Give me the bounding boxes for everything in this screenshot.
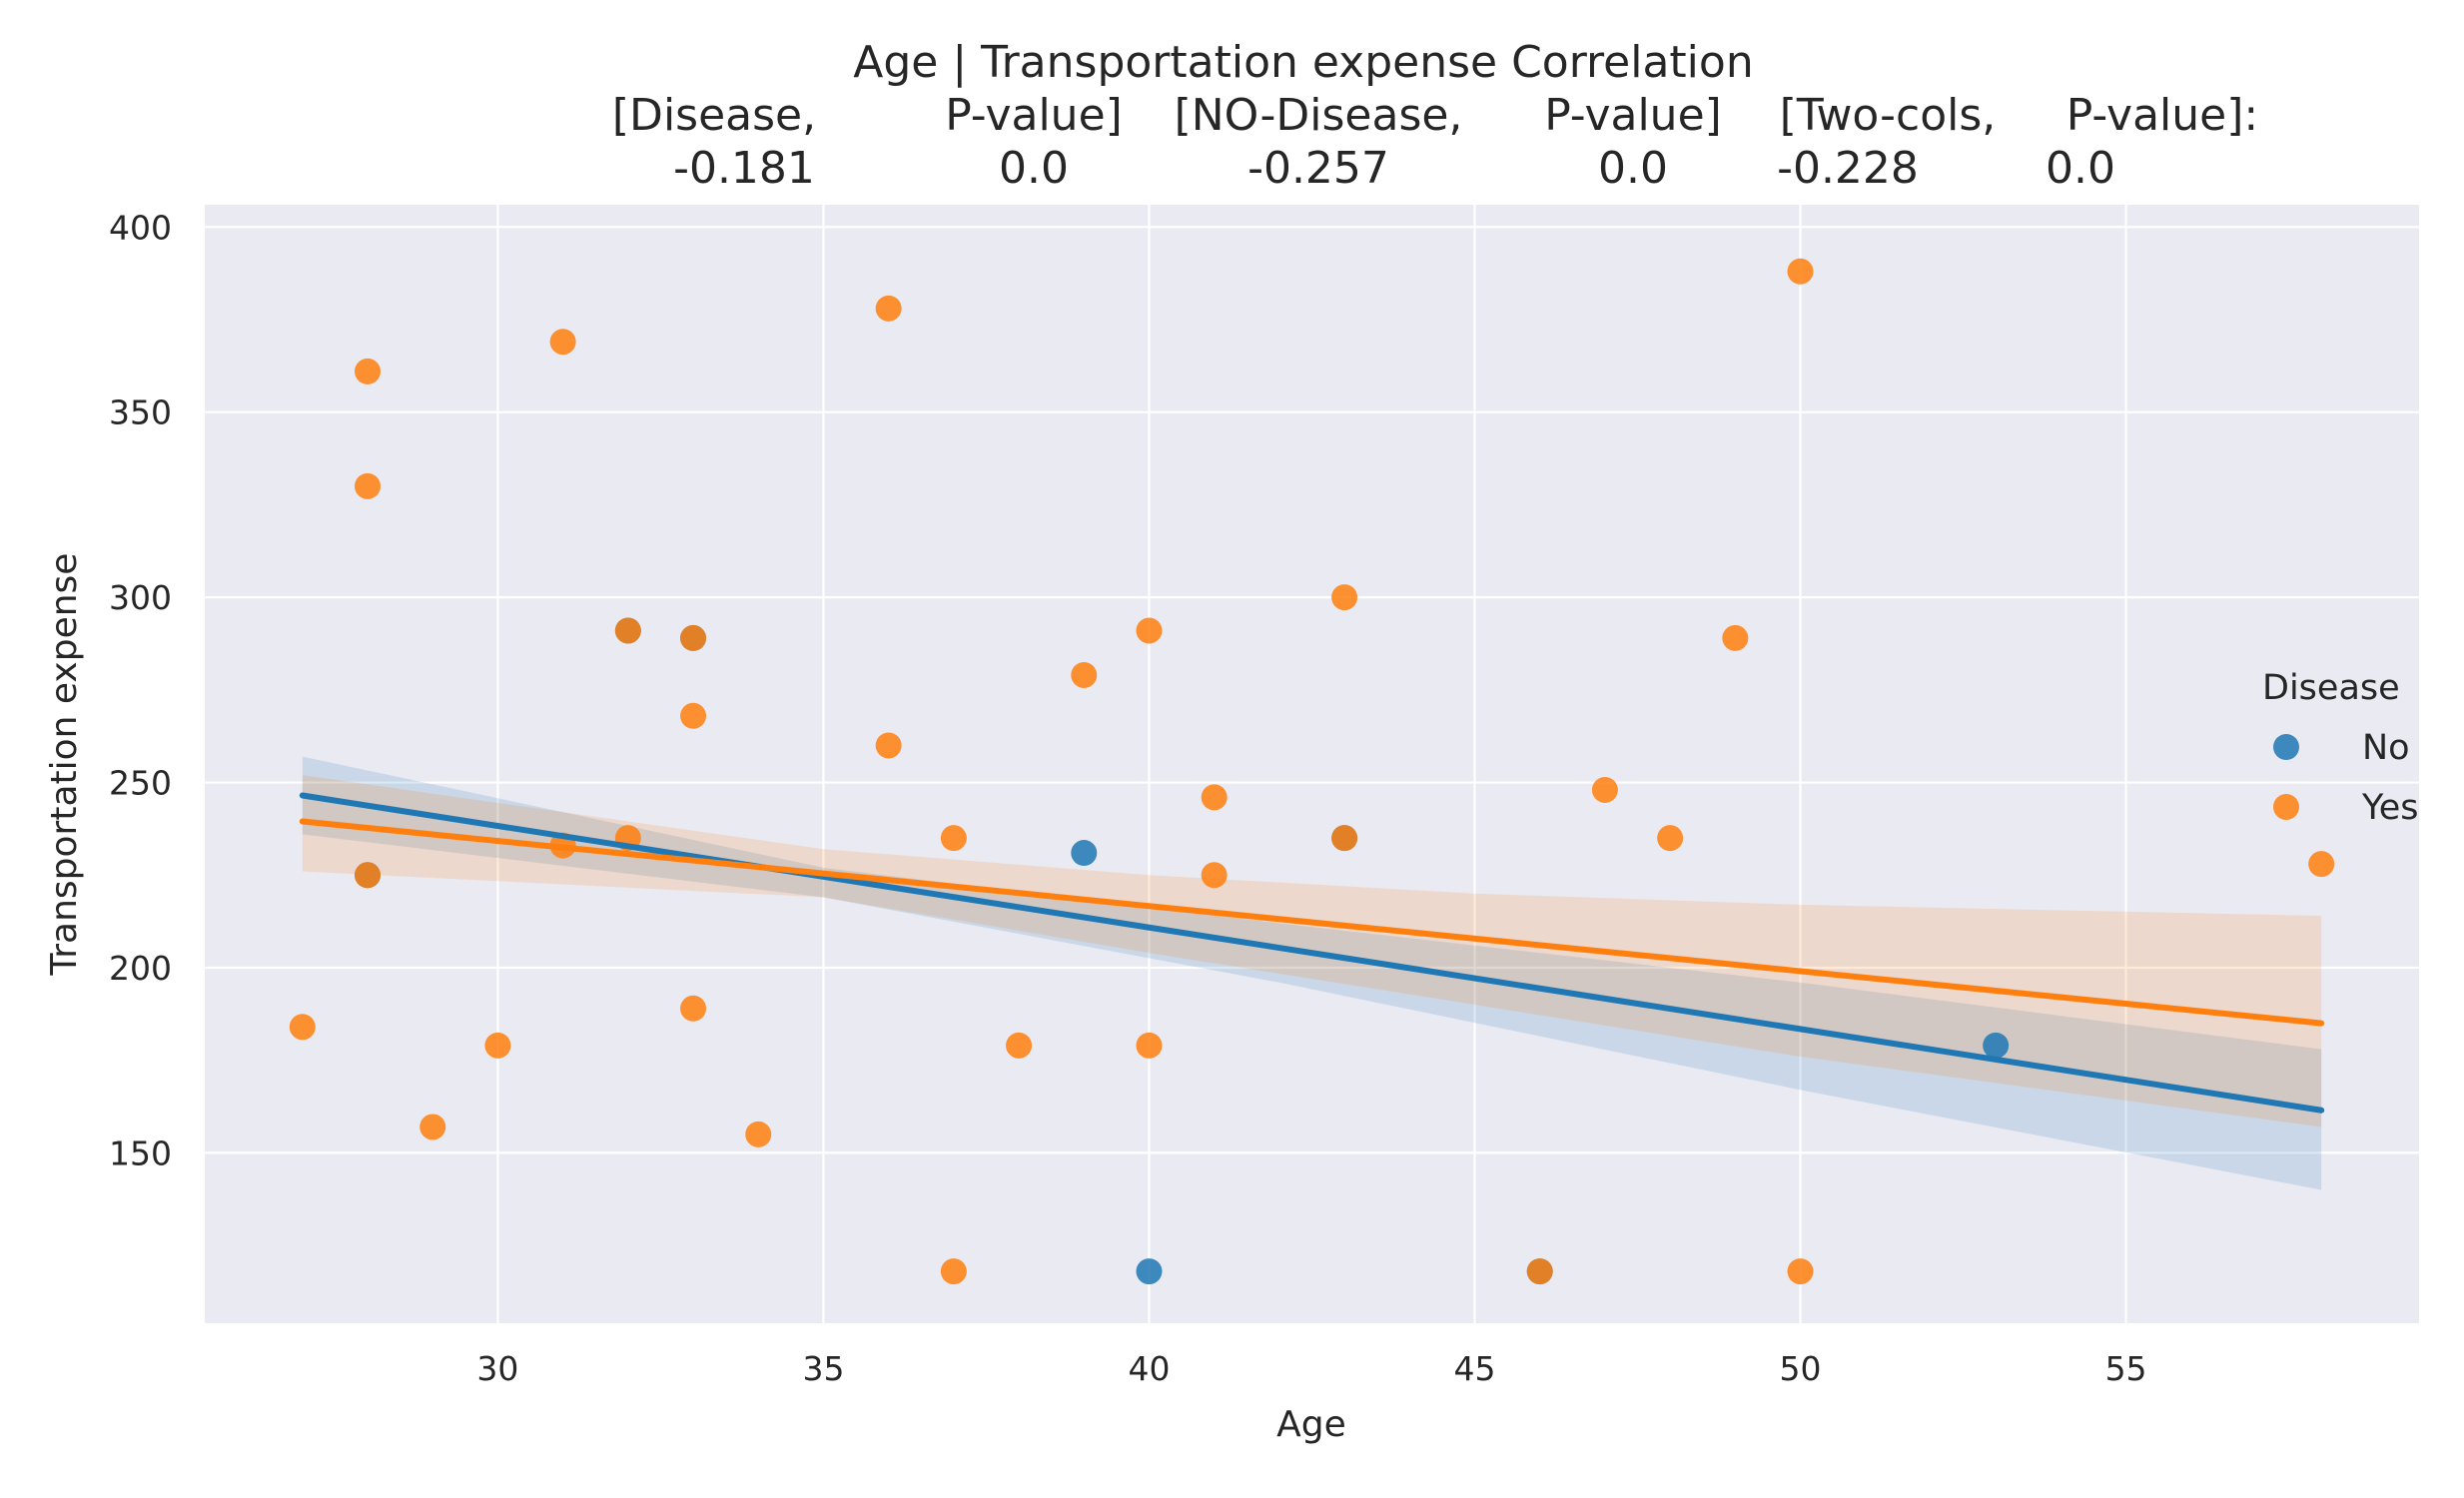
title-line-3: -0.181 0.0 -0.257 0.0 -0.228 0.0 — [673, 143, 2115, 194]
regression-lines — [299, 792, 2325, 1114]
point-yes — [289, 1014, 316, 1041]
point-yes — [680, 702, 707, 729]
regression-line-no — [299, 792, 2325, 1114]
point-yes — [614, 617, 641, 644]
title-heading-4: [Two-cols, — [1780, 90, 1997, 141]
title-line-2: [Disease, P-value] [NO-Disease, P-value] [Tw… — [612, 90, 2258, 141]
legend-marker-yes — [2273, 794, 2299, 820]
x-tick-label: 55 — [2105, 1349, 2147, 1388]
legend-label-yes: Yes — [2361, 788, 2419, 828]
point-yes — [1136, 617, 1163, 644]
title-value-3: 0.0 — [1598, 143, 1668, 194]
point-yes — [1201, 862, 1228, 889]
point-yes — [1331, 584, 1358, 611]
point-yes — [355, 472, 382, 499]
x-axis-label: Age — [1276, 1404, 1346, 1445]
legend-label-no: No — [2362, 728, 2410, 768]
legend-title: Disease — [2262, 668, 2400, 708]
x-tick-label: 45 — [1454, 1349, 1496, 1388]
plot-area — [205, 205, 2419, 1323]
point-yes — [875, 732, 902, 759]
title-heading-5: P-value]: — [2066, 90, 2258, 141]
y-tick-label: 200 — [109, 949, 172, 988]
point-yes — [355, 358, 382, 384]
title-line-1: Age | Transportation expense Correlation — [853, 37, 1753, 88]
point-yes — [745, 1121, 772, 1147]
title-value-5: 0.0 — [2046, 143, 2115, 194]
point-no — [1983, 1032, 2010, 1059]
point-yes — [419, 1114, 446, 1140]
point-yes — [549, 329, 576, 356]
y-tick-labels: 150 200 250 300 350 400 — [109, 208, 172, 1172]
point-yes — [680, 624, 707, 651]
point-yes — [1591, 776, 1618, 803]
title-heading-2: [NO-Disease, — [1175, 90, 1463, 141]
title-heading-0: [Disease, — [612, 90, 816, 141]
point-yes — [1657, 825, 1684, 852]
y-tick-label: 250 — [109, 764, 172, 803]
point-yes — [1136, 1032, 1163, 1059]
point-yes — [1331, 825, 1358, 852]
point-yes — [1787, 258, 1814, 285]
grid-lines — [205, 205, 2419, 1323]
point-yes — [355, 862, 382, 889]
regression-line-yes — [299, 818, 2325, 1027]
x-tick-label: 40 — [1128, 1349, 1170, 1388]
title-value-0: -0.181 — [673, 143, 815, 194]
point-yes — [1006, 1032, 1033, 1059]
point-yes — [1722, 624, 1749, 651]
y-axis-label: Transportation expense — [44, 553, 85, 977]
point-yes — [2308, 851, 2335, 878]
point-yes — [1201, 784, 1228, 811]
title-value-4: -0.228 — [1777, 143, 1919, 194]
x-tick-label: 30 — [476, 1349, 518, 1388]
y-tick-label: 300 — [109, 578, 172, 617]
point-no — [1071, 840, 1098, 867]
point-no — [1136, 1258, 1163, 1285]
x-tick-label: 35 — [802, 1349, 844, 1388]
x-tick-label: 50 — [1780, 1349, 1822, 1388]
y-tick-label: 350 — [109, 393, 172, 432]
data-points — [289, 258, 2335, 1285]
y-tick-label: 150 — [109, 1133, 172, 1172]
point-yes — [875, 295, 902, 322]
ci-band-no — [302, 756, 2322, 1190]
title-heading-1: P-value] — [945, 90, 1123, 141]
y-tick-label: 400 — [109, 208, 172, 247]
point-yes — [1071, 661, 1098, 688]
title-heading-3: P-value] — [1544, 90, 1722, 141]
legend-marker-no — [2273, 734, 2299, 760]
point-yes — [484, 1032, 511, 1059]
point-yes — [940, 1258, 967, 1285]
point-yes — [1787, 1258, 1814, 1285]
point-yes — [1526, 1258, 1553, 1285]
point-yes — [680, 995, 707, 1022]
title-value-2: -0.257 — [1247, 143, 1389, 194]
point-yes — [940, 825, 967, 852]
legend: Disease No Yes — [2262, 668, 2419, 828]
x-tick-labels: 30 35 40 45 50 55 — [476, 1349, 2146, 1388]
title-value-1: 0.0 — [999, 143, 1069, 194]
